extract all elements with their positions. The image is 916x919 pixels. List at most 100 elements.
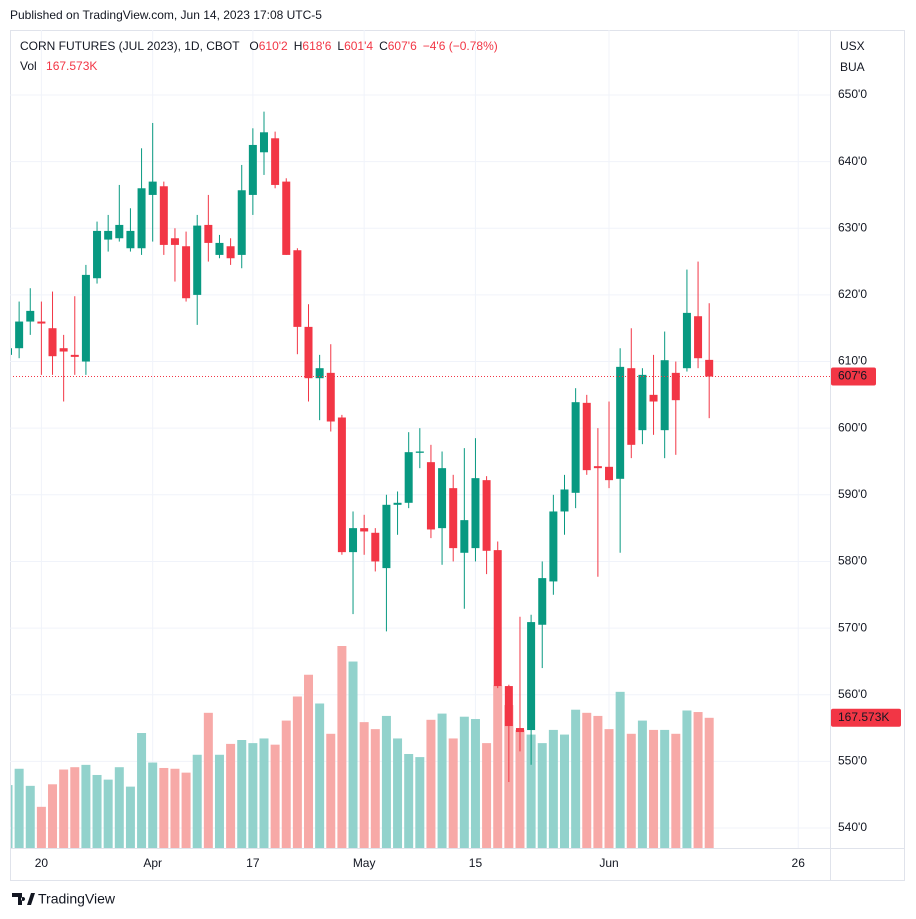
candle-body: [59, 348, 68, 352]
volume-bar: [604, 729, 614, 848]
volume-bar: [248, 743, 258, 848]
candle-body: [304, 326, 313, 379]
volume-bar: [470, 719, 480, 848]
volume-bar: [259, 738, 269, 848]
candle-body: [137, 188, 146, 249]
y-tick-label: 540'0: [838, 820, 867, 834]
ohlc-name: H: [294, 39, 303, 53]
volume-bar: [660, 729, 670, 848]
volume-bar: [515, 729, 525, 848]
volume-bar: [237, 740, 247, 848]
candle-body: [104, 230, 113, 240]
y-tick-label: 550'0: [838, 754, 867, 768]
candle-body: [293, 250, 302, 327]
volume-bar: [214, 754, 224, 848]
last-price-box: [831, 367, 876, 386]
y-tick-label: 650'0: [838, 87, 867, 101]
candle-body: [582, 402, 591, 471]
volume-bar: [203, 712, 213, 848]
candle-body: [70, 354, 79, 357]
volume-bar: [593, 715, 603, 848]
candle-body: [694, 316, 703, 359]
ohlc-value: 618'6: [302, 39, 331, 53]
candle-body: [170, 238, 179, 245]
y-tick-label: 590'0: [838, 487, 867, 501]
volume-bar: [48, 784, 58, 848]
candle-body: [426, 462, 435, 530]
volume-bar: [59, 769, 69, 848]
volume-bar: [326, 733, 336, 848]
candle-body: [571, 402, 580, 493]
volume-bar: [170, 768, 180, 848]
volume-bar: [693, 712, 703, 848]
x-tick-label: 17: [246, 856, 260, 870]
volume-bar: [337, 646, 347, 848]
volume-bar: [426, 719, 436, 848]
volume-bar: [448, 738, 458, 848]
volume-bar: [493, 685, 503, 848]
volume-bar: [704, 717, 714, 848]
volume-bar: [615, 691, 625, 848]
candle-body: [515, 728, 524, 733]
candle-body: [438, 468, 447, 529]
volume-bar: [626, 733, 636, 848]
y-tick-label: 600'0: [838, 420, 867, 434]
candle-body: [37, 321, 46, 324]
x-tick-label: 26: [792, 856, 806, 870]
candle-body: [182, 246, 191, 299]
y-tick-label: 580'0: [838, 554, 867, 568]
volume-bar: [81, 764, 91, 848]
candle-body: [126, 230, 135, 249]
volume-bar: [36, 806, 46, 848]
legend-line: CORN FUTURES (JUL 2023), 1D, CBOT O610'2 H…: [20, 39, 498, 53]
volume-bar: [381, 715, 391, 848]
candle-body: [538, 578, 547, 625]
candle-body: [237, 190, 246, 255]
candle-body: [649, 394, 658, 402]
x-tick-label: Jun: [599, 856, 618, 870]
candle-body: [616, 366, 625, 479]
candle-body: [549, 511, 558, 582]
logo-icon: [12, 893, 35, 905]
candle-body: [11, 348, 12, 355]
volume-bar: [482, 743, 492, 848]
volume-box-label: 167.573K: [838, 710, 889, 724]
volume-bar: [560, 734, 569, 848]
published-note: Published on TradingView.com, Jun 14, 20…: [10, 8, 322, 22]
volume-bar: [671, 733, 681, 848]
candle-body: [259, 132, 268, 153]
candle-body: [527, 622, 536, 731]
ohlc-value: 610'2: [259, 39, 288, 53]
candle-body: [460, 520, 469, 553]
volume-bar: [11, 785, 13, 848]
frame: [10, 30, 905, 881]
labels: 540'0 550'0 560'0 570'0 580'0 590'0 600'0 610'0…: [35, 87, 901, 870]
volume-bar: [582, 712, 592, 848]
candle-body: [204, 224, 213, 243]
volume-bar: [159, 767, 169, 848]
candle-body: [48, 328, 57, 357]
candle-body: [504, 686, 513, 727]
volume-bar: [459, 716, 469, 848]
volume-bar: [526, 734, 536, 848]
volume-bar: [304, 674, 314, 848]
volume-bar: [637, 720, 647, 848]
volume-name: Vol: [20, 59, 37, 73]
candle-body: [471, 478, 480, 549]
candle-body: [282, 181, 291, 255]
volume-value: 167.573K: [46, 59, 97, 73]
candle-body: [682, 312, 691, 369]
candle-body: [393, 502, 402, 505]
change: −4'6 (−0.78%): [423, 39, 498, 53]
volume-bar: [92, 774, 102, 848]
volume-bar: [682, 710, 692, 848]
volume-bar: [415, 757, 425, 848]
candle-body: [371, 532, 380, 562]
candle-body: [271, 138, 280, 185]
volume-bar: [25, 785, 35, 848]
logo: TradingView: [12, 891, 116, 907]
candle-body: [159, 186, 168, 245]
volume-bar: [571, 709, 581, 848]
ohlc-name: L: [337, 39, 344, 53]
volume-legend: Vol 167.573K: [20, 59, 97, 73]
